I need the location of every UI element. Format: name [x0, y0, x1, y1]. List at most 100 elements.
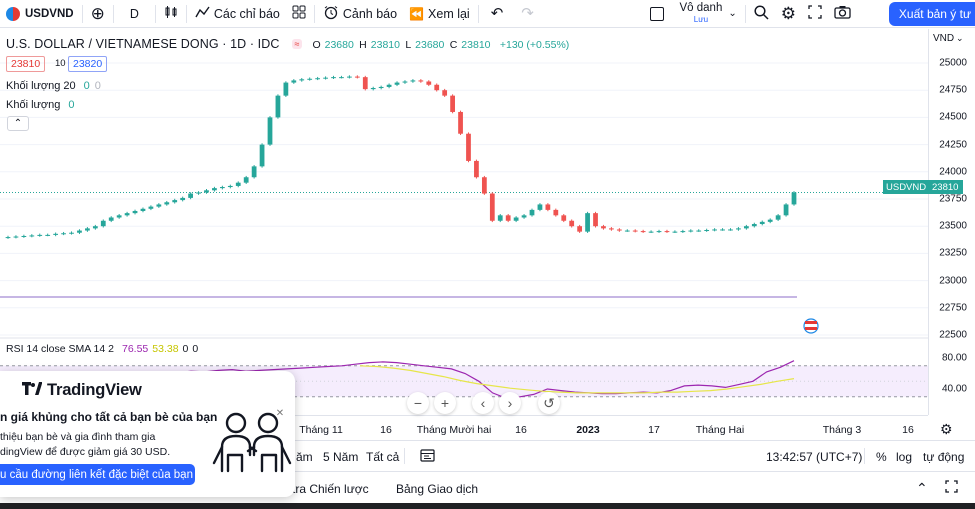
candle-body — [235, 182, 241, 186]
os-taskbar-strip — [0, 503, 975, 509]
referral-promo-popup: TradingView n giá khủng cho tất cả bạn b… — [0, 371, 295, 497]
candle-body — [680, 231, 686, 233]
undo-button[interactable]: ↶ — [481, 0, 514, 28]
candle-body — [283, 82, 289, 96]
candle-body — [331, 77, 336, 79]
user-menu-dropdown[interactable]: ⌄ — [728, 0, 742, 28]
currency-label[interactable]: VND — [933, 33, 955, 44]
close-promo-button[interactable]: ✕ — [274, 407, 286, 419]
maximize-panel-button[interactable] — [945, 480, 958, 496]
redo-button[interactable]: ↷ — [513, 0, 542, 28]
candle-body — [640, 231, 646, 233]
snapshot-button[interactable] — [828, 0, 857, 28]
candle-body — [743, 226, 749, 229]
last-symbol-label: USDVND — [883, 180, 930, 194]
chart-type-button[interactable] — [158, 0, 184, 28]
quick-search-button[interactable] — [748, 0, 775, 28]
candle-body — [458, 111, 463, 134]
rewind-icon: ⏪ — [409, 6, 425, 21]
candle-body — [553, 209, 559, 216]
candle-body — [426, 81, 432, 85]
candle-body — [402, 81, 408, 83]
candle-body — [791, 192, 797, 205]
volume-legend[interactable]: Khối lượng 0 — [6, 99, 74, 111]
indicators-button[interactable]: Các chỉ báo — [189, 0, 286, 28]
candle-body — [434, 84, 440, 91]
candle-body — [688, 230, 694, 232]
candle-body — [696, 230, 702, 232]
scroll-left-button[interactable]: ‹ — [472, 392, 494, 414]
friends-illustration-icon — [212, 412, 292, 473]
goto-date-button[interactable] — [420, 448, 435, 466]
data-delay-badge[interactable]: ≈ — [291, 39, 303, 49]
promo-desc-line: dingView để được giảm giá 30 USD. — [0, 446, 171, 458]
settings-button[interactable]: ⚙ — [775, 0, 802, 28]
chart-legend: U.S. DOLLAR / VIETNAMESE DONG · 1D · IDC… — [6, 37, 571, 51]
tradingview-logo-icon — [22, 381, 43, 400]
close-key: C — [449, 39, 458, 51]
buy-price-box[interactable]: 23820 — [68, 56, 108, 72]
zoom-in-button[interactable]: + — [434, 392, 456, 414]
candle-body — [315, 78, 321, 80]
legend-collapse-button[interactable]: ⌃ — [7, 116, 29, 131]
select-checkbox[interactable] — [644, 0, 670, 28]
zoom-out-button[interactable]: − — [407, 392, 429, 414]
price-axis-label: 24500 — [939, 111, 967, 123]
calendar-icon — [420, 449, 435, 466]
range-all-button[interactable]: Tất cả — [366, 450, 400, 464]
candle-body — [132, 210, 138, 214]
candle-body — [648, 231, 654, 233]
candle-body — [672, 231, 678, 233]
log-scale-button[interactable]: log — [896, 450, 913, 464]
plus-circle-icon: ⊕ — [90, 4, 105, 23]
percent-scale-button[interactable]: % — [876, 450, 887, 464]
price-axis-label: 24000 — [939, 166, 967, 178]
main-chart-pane[interactable] — [0, 29, 928, 415]
rsi-legend[interactable]: RSI 14 close SMA 14 2 76.55 53.38 0 0 — [6, 343, 198, 355]
candle-body — [69, 232, 74, 234]
candle-body — [569, 220, 575, 227]
auto-scale-button[interactable]: tự động — [923, 450, 965, 464]
user-menu[interactable]: Vô danh Lưu — [680, 3, 723, 24]
interval-button[interactable]: D — [116, 0, 153, 28]
chart-settings-button[interactable]: ⚙ — [940, 421, 953, 438]
top-toolbar: USDVND ⊕ D Các chỉ báo — [0, 0, 975, 28]
alerts-button[interactable]: Cảnh báo — [317, 0, 403, 28]
price-axis[interactable]: VND ⌄ 25000 24750 24500 24250 24000 23750 2350… — [928, 29, 975, 415]
rsi-axis-label: 80.00 — [941, 352, 967, 364]
scroll-right-button[interactable]: › — [499, 392, 521, 414]
replay-button[interactable]: ⏪ Xem lại — [403, 0, 476, 28]
candle-body — [704, 230, 710, 232]
range-partial[interactable]: ăm — [296, 450, 313, 464]
candle-body — [497, 215, 503, 221]
tab-strategy-tester[interactable]: n tra Chiến lược — [282, 482, 369, 496]
candle-body — [664, 231, 670, 233]
candle-body — [585, 213, 590, 232]
get-referral-link-button[interactable]: u cầu đường liên kết đặc biệt của bạn — [0, 464, 195, 485]
rsi-value4: 0 — [192, 343, 199, 355]
usd-flag-icon — [6, 6, 20, 21]
candle-body — [116, 215, 122, 218]
reset-icon: ↺ — [543, 394, 555, 411]
price-chart[interactable] — [0, 29, 928, 415]
collapse-panel-button[interactable]: ⌃ — [916, 480, 928, 497]
lot-size: 10 — [55, 58, 66, 69]
candle-body — [354, 76, 360, 78]
candle-body — [616, 229, 622, 231]
candle-body — [545, 204, 551, 210]
symbol-title[interactable]: U.S. DOLLAR / VIETNAMESE DONG · 1D · IDC — [6, 37, 280, 51]
price-axis-label: 22500 — [939, 329, 967, 341]
candle-body — [156, 204, 162, 207]
tab-trading-panel[interactable]: Bảng Giao dịch — [396, 482, 479, 496]
volume20-legend[interactable]: Khối lượng 20 0 0 — [6, 80, 101, 92]
timezone-button[interactable]: 13:42:57 (UTC+7) — [766, 450, 863, 464]
range-5y-button[interactable]: 5 Năm — [323, 450, 359, 464]
fullscreen-button[interactable] — [802, 0, 828, 28]
symbol-search-button[interactable]: USDVND — [0, 0, 80, 28]
compare-symbol-button[interactable]: ⊕ — [85, 0, 111, 28]
publish-idea-button[interactable]: Xuất bản ý tư — [888, 2, 975, 26]
symbol-label: USDVND — [25, 7, 74, 20]
layouts-button[interactable] — [286, 0, 312, 28]
reset-chart-button[interactable]: ↺ — [538, 392, 560, 414]
sell-price-box[interactable]: 23810 — [6, 56, 46, 72]
